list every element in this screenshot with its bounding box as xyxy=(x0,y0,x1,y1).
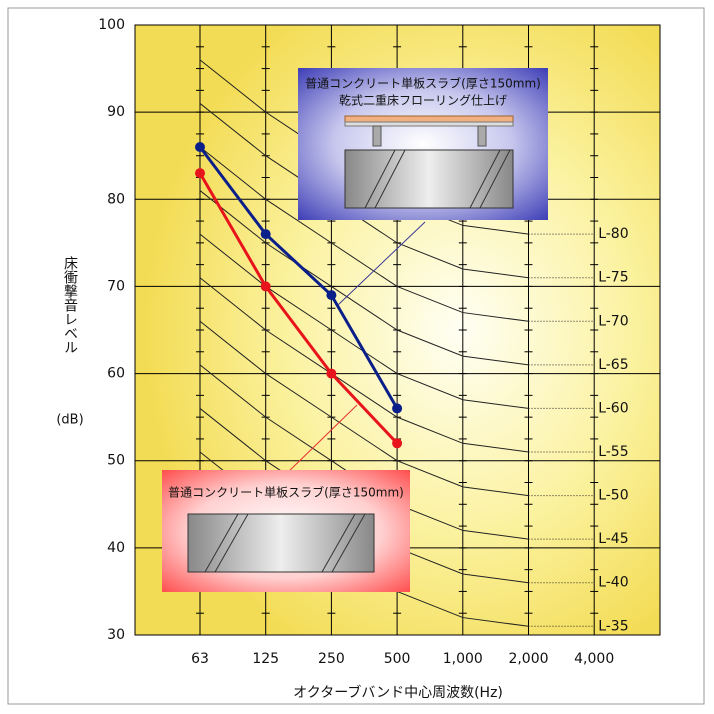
data-point xyxy=(260,281,271,292)
x-tick-label: 63 xyxy=(191,651,209,667)
data-point xyxy=(195,168,205,179)
y-tick-label: 30 xyxy=(107,627,125,643)
reference-curve-label: L-45 xyxy=(598,531,628,547)
reference-curve xyxy=(199,103,529,279)
reference-curve-label: L-60 xyxy=(598,400,628,416)
hatch xyxy=(364,149,511,209)
x-tick-label: 125 xyxy=(252,651,279,667)
series-line xyxy=(198,172,399,445)
support xyxy=(477,125,487,147)
x-tick-label: 2,000 xyxy=(508,651,548,667)
annotation-box: 普通コンクリート単板スラブ(厚さ150mm) 乾式二重床フローリング仕上げ xyxy=(298,68,548,220)
data-point xyxy=(260,229,271,240)
reference-curve-label: L-80 xyxy=(598,226,628,242)
reference-curve-label: L-35 xyxy=(598,618,628,634)
x-tick-label: 1,000 xyxy=(443,651,483,667)
reference-curve-label: L-65 xyxy=(598,357,628,373)
reference-curve xyxy=(199,146,529,322)
slab xyxy=(344,149,514,209)
x-tick-label: 500 xyxy=(384,651,411,667)
data-point xyxy=(326,290,337,301)
data-point xyxy=(392,403,403,414)
y-axis-label: 床衝撃音レベル xyxy=(62,256,78,354)
series-line xyxy=(198,146,399,410)
data-point xyxy=(326,368,337,379)
connector xyxy=(284,404,358,476)
slab xyxy=(187,513,375,573)
data-point xyxy=(195,142,205,152)
reference-curve-label: L-55 xyxy=(598,444,628,460)
x-tick-label: 4,000 xyxy=(574,651,614,667)
x-axis-label: オクターブバンド中心周波数(Hz) xyxy=(293,684,503,701)
annotation-text: 普通コンクリート単板スラブ(厚さ150mm) xyxy=(305,76,541,91)
y-tick-label: 40 xyxy=(107,540,125,556)
y-tick-label: 80 xyxy=(107,191,125,207)
reference-curve xyxy=(199,190,529,366)
y-tick-label: 70 xyxy=(107,278,125,294)
annotation-text: 乾式二重床フローリング仕上げ xyxy=(339,94,507,108)
hatch xyxy=(204,513,366,573)
y-tick-label: 90 xyxy=(107,104,125,120)
annotation-box: 普通コンクリート単板スラブ(厚さ150mm) xyxy=(162,470,410,592)
reference-curve-label: L-75 xyxy=(598,270,628,286)
y-axis-unit: (dB) xyxy=(56,413,83,428)
y-tick-label: 50 xyxy=(107,453,125,469)
connector xyxy=(337,221,426,306)
y-tick-label: 60 xyxy=(107,366,125,382)
x-tick-label: 250 xyxy=(318,651,345,667)
reference-curve-label: L-40 xyxy=(598,575,628,591)
y-tick-label: 100 xyxy=(98,17,125,33)
flooring xyxy=(344,115,514,123)
annotation-text: 普通コンクリート単板スラブ(厚さ150mm) xyxy=(168,485,404,500)
reference-curve-label: L-70 xyxy=(598,313,628,329)
support xyxy=(372,125,382,147)
data-point xyxy=(392,438,403,449)
board xyxy=(344,121,514,127)
reference-curve xyxy=(199,277,529,453)
reference-curve xyxy=(199,320,529,497)
reference-curve-label: L-50 xyxy=(598,488,628,504)
